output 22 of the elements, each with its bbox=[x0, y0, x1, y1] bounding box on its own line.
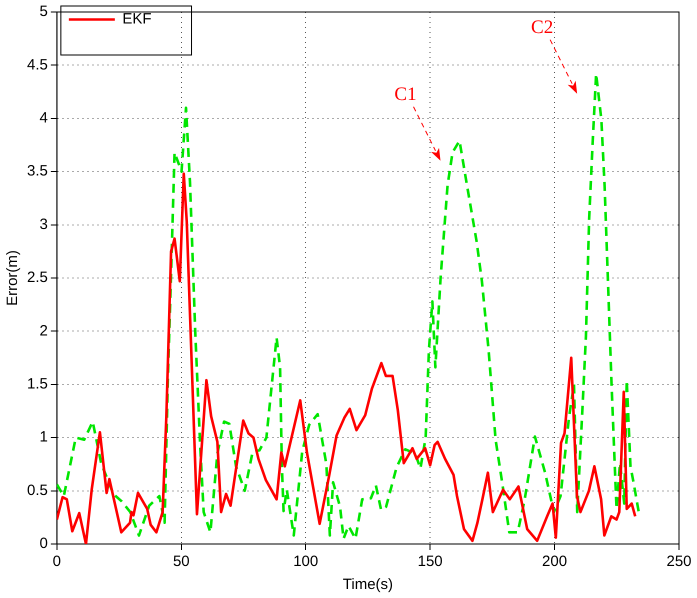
y-tick-label: 1 bbox=[40, 428, 48, 446]
y-tick-label: 1.5 bbox=[26, 376, 48, 393]
x-tick-label: 250 bbox=[666, 553, 692, 570]
x-tick-label: 0 bbox=[52, 553, 62, 570]
x-axis-title: Time(s) bbox=[342, 576, 394, 594]
y-axis-title: Error(m) bbox=[4, 250, 22, 306]
y-tick-label: 3 bbox=[40, 216, 48, 233]
y-tick-label: 0 bbox=[40, 535, 48, 552]
annotation: C2 bbox=[531, 17, 554, 38]
x-tick-label: 100 bbox=[293, 553, 318, 570]
y-tick-label: 2 bbox=[40, 322, 48, 340]
legend-label: EKF bbox=[122, 10, 152, 28]
y-tick-label: 5 bbox=[40, 3, 48, 20]
x-tick-label: 150 bbox=[418, 553, 443, 570]
y-tick-label: 0.5 bbox=[26, 482, 48, 499]
annotation: C1 bbox=[394, 84, 417, 106]
y-tick-label: 4.5 bbox=[26, 56, 48, 74]
x-tick-label: 200 bbox=[542, 553, 568, 570]
y-tick-label: 4 bbox=[40, 110, 48, 127]
x-tick-label: 50 bbox=[172, 553, 190, 570]
y-tick-label: 3.5 bbox=[26, 162, 48, 180]
y-tick-label: 2.5 bbox=[26, 269, 48, 286]
